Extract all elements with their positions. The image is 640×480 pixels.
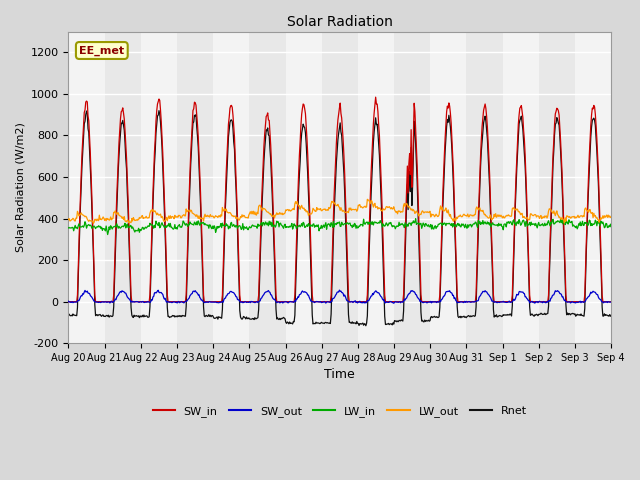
SW_in [131, 299, 138, 304]
Bar [575, 32, 611, 343]
LW_in [406, 220, 414, 226]
Bar [141, 32, 177, 343]
Rnet [131, 312, 138, 318]
SW_out [74, 298, 82, 303]
SW_in [607, 299, 615, 304]
Line: LW_in: LW_in [68, 219, 611, 235]
SW_in [372, 94, 380, 100]
Bar [358, 32, 394, 343]
SW_in [214, 299, 221, 304]
Legend: SW_in, SW_out, LW_in, LW_out, Rnet: SW_in, SW_out, LW_in, LW_out, Rnet [148, 402, 531, 421]
SW_in [74, 265, 82, 271]
LW_out [131, 217, 139, 223]
Rnet [423, 318, 431, 324]
Bar [285, 32, 322, 343]
Rnet [407, 144, 415, 150]
Bar [502, 32, 539, 343]
SW_in [186, 191, 193, 196]
SW_out [335, 287, 343, 293]
SW_out [214, 300, 221, 306]
SW_in [422, 299, 430, 304]
LW_out [90, 220, 97, 226]
Line: Rnet: Rnet [68, 110, 611, 326]
Line: SW_in: SW_in [68, 97, 611, 301]
LW_out [186, 209, 194, 215]
LW_out [74, 210, 82, 216]
Bar [68, 32, 104, 343]
LW_out [407, 207, 415, 213]
SW_out [390, 300, 397, 306]
SW_out [407, 288, 415, 294]
Title: Solar Radiation: Solar Radiation [287, 15, 393, 29]
Rnet [155, 108, 163, 113]
Y-axis label: Solar Radiation (W/m2): Solar Radiation (W/m2) [15, 122, 25, 252]
LW_out [215, 213, 223, 219]
Rnet [186, 183, 194, 189]
Line: LW_out: LW_out [68, 199, 611, 223]
LW_out [65, 216, 72, 222]
SW_out [607, 299, 615, 305]
Bar [213, 32, 250, 343]
LW_out [607, 215, 615, 220]
Rnet [74, 276, 82, 281]
SW_in [406, 172, 414, 178]
Bar [430, 32, 467, 343]
LW_in [104, 232, 111, 238]
Rnet [65, 312, 72, 318]
LW_in [74, 223, 82, 229]
SW_in [65, 299, 72, 304]
SW_out [65, 299, 72, 304]
LW_out [364, 196, 371, 202]
Rnet [215, 314, 223, 320]
Line: SW_out: SW_out [68, 290, 611, 303]
SW_out [186, 295, 193, 301]
Rnet [607, 312, 615, 318]
LW_in [65, 225, 72, 231]
SW_out [423, 300, 431, 306]
LW_in [412, 216, 419, 222]
LW_in [186, 219, 194, 225]
Rnet [362, 323, 370, 329]
LW_in [607, 224, 615, 230]
LW_in [215, 224, 223, 229]
LW_out [423, 210, 431, 216]
SW_out [131, 299, 138, 305]
LW_in [423, 223, 431, 228]
LW_in [131, 229, 139, 235]
Text: EE_met: EE_met [79, 46, 124, 56]
X-axis label: Time: Time [324, 369, 355, 382]
